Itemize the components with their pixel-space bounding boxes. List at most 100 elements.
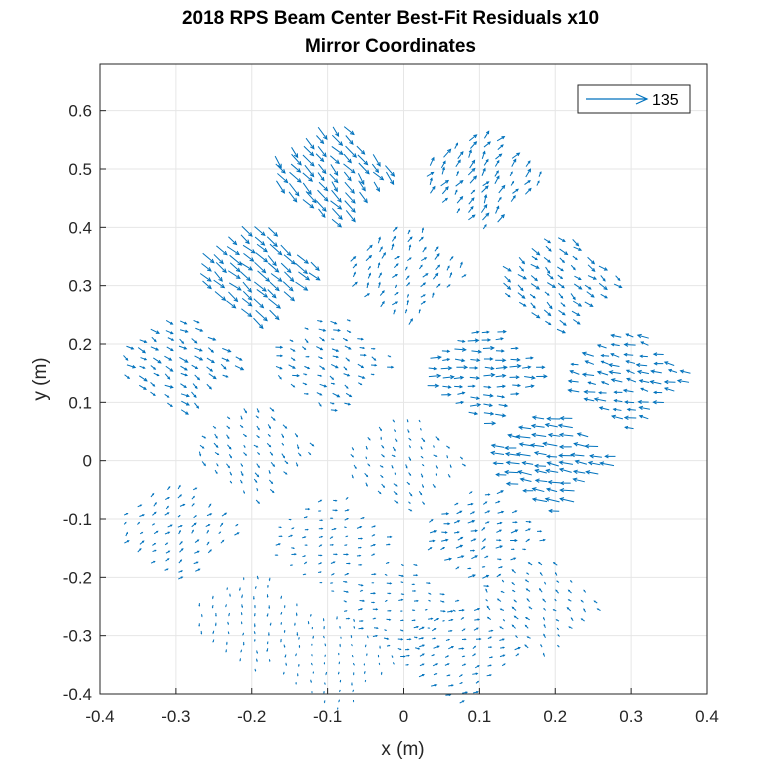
residual-arrow-head [486, 574, 490, 578]
residual-arrow-head [184, 321, 188, 325]
residual-arrow-head [401, 629, 404, 632]
residual-arrow-head [334, 321, 338, 325]
residual-arrow-head [155, 330, 161, 334]
residual-arrow-head [290, 534, 293, 537]
y-axis-label: y (m) [30, 357, 51, 400]
residual-arrow-head [572, 477, 578, 483]
residual-arrow-head [590, 293, 595, 298]
residual-arrow [568, 389, 580, 393]
residual-arrow-head [483, 566, 486, 568]
residual-arrow-head [513, 557, 517, 560]
residual-arrow-head [309, 453, 312, 456]
residual-arrow [199, 273, 212, 282]
residual-arrow-head [309, 161, 315, 167]
residual-arrow-head [496, 205, 500, 210]
residual-arrow-head [279, 526, 282, 529]
residual-arrow-head [193, 522, 197, 526]
residual-arrow-head [386, 637, 390, 640]
residual-arrow [291, 153, 302, 166]
residual-arrow [208, 373, 217, 379]
residual-arrow-head [258, 324, 264, 330]
residual-arrow-head [557, 634, 560, 636]
residual-arrow [467, 339, 479, 342]
residual-arrow-head [599, 461, 605, 466]
residual-arrow-head [431, 519, 434, 522]
residual-arrow-head [277, 250, 283, 256]
residual-arrow-head [653, 361, 658, 366]
residual-arrow [332, 126, 339, 137]
residual-arrow [290, 163, 301, 173]
residual-arrow-head [223, 366, 227, 370]
residual-arrow-head [500, 590, 503, 593]
residual-arrow-head [501, 184, 506, 189]
residual-arrow-head [435, 474, 438, 477]
residual-arrow-head [522, 488, 527, 493]
residual-arrow [469, 376, 480, 379]
residual-arrow-head [663, 387, 669, 391]
residual-arrow [468, 214, 476, 221]
residual-arrow-head [603, 267, 609, 271]
residual-arrow-head [216, 453, 220, 456]
residual-arrow-head [676, 378, 682, 384]
residual-arrow-head [532, 295, 536, 299]
residual-arrow-head [476, 627, 479, 630]
residual-arrow [587, 275, 597, 280]
residual-arrow [558, 424, 573, 429]
residual-arrow [547, 455, 558, 458]
residual-arrow [268, 227, 278, 237]
residual-arrow-head [531, 415, 537, 420]
residual-arrow-head [203, 436, 207, 439]
residual-arrow-head [274, 286, 280, 292]
x-tick-label: 0.3 [619, 707, 643, 726]
residual-arrow [588, 381, 596, 385]
residual-arrow-head [153, 560, 156, 563]
residual-arrow [574, 442, 587, 447]
residual-arrow-head [570, 617, 573, 620]
residual-arrow [234, 365, 244, 371]
residual-arrow [235, 356, 242, 361]
residual-arrow [597, 371, 609, 376]
residual-arrow-head [360, 563, 363, 566]
residual-arrow-head [241, 596, 243, 599]
residual-arrow-head [362, 346, 366, 350]
residual-arrow-head [376, 187, 381, 193]
residual-arrow-head [486, 555, 489, 558]
residual-arrow-head [504, 445, 509, 451]
residual-arrow-head [457, 520, 461, 523]
residual-arrow-head [319, 374, 323, 377]
residual-arrow-head [409, 458, 412, 462]
residual-arrow-head [539, 530, 543, 533]
residual-arrow [483, 412, 494, 415]
residual-arrow [229, 254, 242, 266]
residual-arrow-head [124, 521, 127, 524]
residual-arrow-head [608, 363, 613, 368]
residual-arrow-head [280, 623, 282, 626]
residual-arrow-head [513, 158, 517, 163]
residual-arrow-head [353, 255, 357, 260]
residual-arrow-head [663, 361, 669, 366]
residual-arrow [317, 172, 325, 181]
residual-arrow [270, 273, 282, 282]
residual-arrow-head [462, 339, 466, 343]
residual-arrow-head [349, 330, 352, 333]
residual-arrow-head [456, 502, 459, 505]
residual-arrow-head [455, 189, 458, 193]
residual-arrow-head [593, 600, 596, 603]
residual-arrow [664, 387, 675, 392]
residual-arrow [166, 346, 174, 351]
residual-arrow-head [385, 574, 388, 576]
residual-arrow-head [298, 646, 301, 649]
residual-arrow-head [256, 651, 258, 655]
residual-arrow-head [180, 570, 184, 573]
residual-arrow-head [184, 373, 189, 377]
residual-arrow [545, 423, 558, 428]
residual-arrow [510, 195, 516, 202]
residual-arrow [467, 574, 476, 578]
residual-arrow-head [338, 141, 344, 147]
residual-arrow-head [470, 491, 473, 494]
residual-arrow-head [143, 386, 147, 390]
residual-arrow-head [546, 416, 552, 422]
residual-arrow-head [504, 451, 510, 457]
residual-arrow-head [445, 186, 449, 191]
residual-arrow-head [143, 340, 148, 344]
